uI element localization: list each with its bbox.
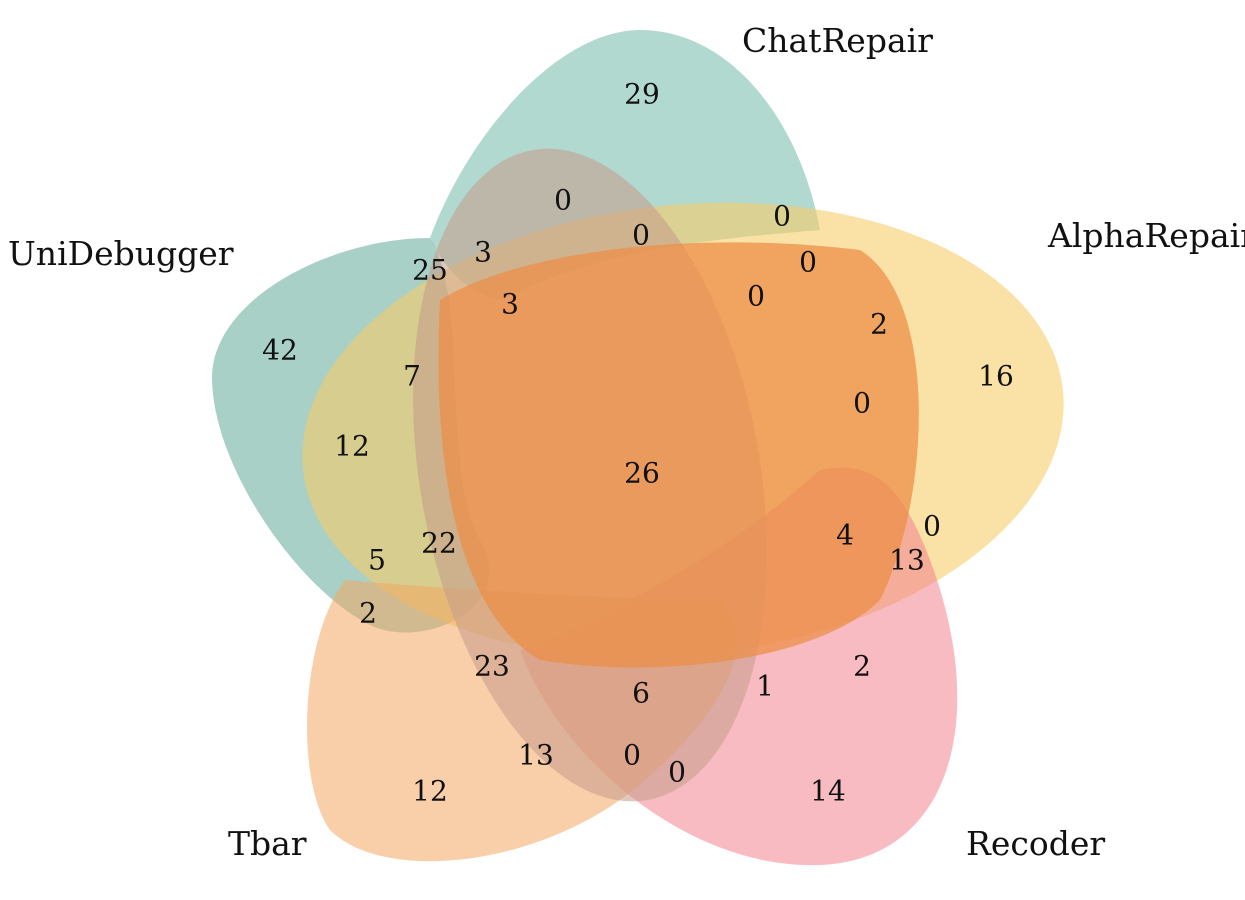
region-value: 12 bbox=[412, 775, 448, 808]
region-value: 0 bbox=[923, 510, 941, 543]
set-label-unidebugger: UniDebugger bbox=[8, 234, 234, 273]
region-value: 25 bbox=[412, 254, 448, 287]
region-value: 0 bbox=[773, 200, 791, 233]
region-value: 2 bbox=[870, 308, 888, 341]
region-value: 6 bbox=[632, 677, 650, 710]
region-value: 3 bbox=[474, 236, 492, 269]
region-value: 0 bbox=[554, 184, 572, 217]
region-value: 0 bbox=[668, 756, 686, 789]
region-value: 22 bbox=[421, 527, 457, 560]
region-value: 0 bbox=[853, 387, 871, 420]
set-label-recoder: Recoder bbox=[966, 824, 1105, 863]
region-value: 26 bbox=[624, 457, 660, 490]
region-value: 5 bbox=[368, 544, 386, 577]
region-value: 29 bbox=[624, 78, 660, 111]
set-label-tbar: Tbar bbox=[228, 824, 307, 863]
region-value: 0 bbox=[799, 246, 817, 279]
region-value: 0 bbox=[747, 280, 765, 313]
region-value: 42 bbox=[262, 334, 298, 367]
region-value: 12 bbox=[334, 430, 370, 463]
region-value: 7 bbox=[403, 360, 421, 393]
region-value: 14 bbox=[810, 775, 846, 808]
region-value: 2 bbox=[359, 597, 377, 630]
set-label-alpharepair: AlphaRepair bbox=[1047, 216, 1245, 255]
set-label-chatrepair: ChatRepair bbox=[742, 21, 933, 60]
region-value: 2 bbox=[853, 650, 871, 683]
region-value: 13 bbox=[518, 739, 554, 772]
region-value: 13 bbox=[889, 544, 925, 577]
region-value: 0 bbox=[623, 739, 641, 772]
set-ellipse-inner-b bbox=[438, 242, 919, 668]
region-value: 1 bbox=[756, 670, 774, 703]
region-value: 16 bbox=[978, 360, 1014, 393]
region-value: 4 bbox=[836, 519, 854, 552]
region-value: 3 bbox=[501, 288, 519, 321]
region-value: 0 bbox=[632, 219, 650, 252]
region-value: 23 bbox=[474, 650, 510, 683]
